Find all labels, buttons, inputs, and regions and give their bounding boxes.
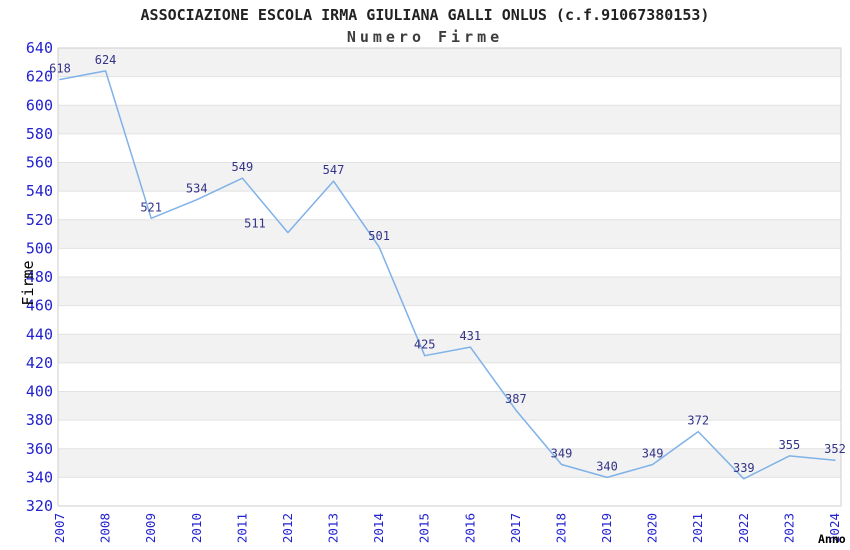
y-tick-label: 600 bbox=[26, 96, 53, 114]
x-tick-label: 2022 bbox=[736, 513, 751, 543]
x-tick-label: 2016 bbox=[462, 513, 477, 543]
x-tick-label: 2014 bbox=[371, 513, 386, 543]
y-tick-label: 520 bbox=[26, 211, 53, 229]
y-tick-label: 500 bbox=[26, 239, 53, 257]
data-line bbox=[59, 70, 836, 480]
y-tick-label: 580 bbox=[26, 125, 53, 143]
y-tick-label: 620 bbox=[26, 68, 53, 86]
x-tick-label: 2011 bbox=[234, 513, 249, 543]
x-tick-label: 2008 bbox=[98, 513, 113, 543]
data-label: 355 bbox=[779, 438, 801, 452]
x-tick-label: 2021 bbox=[690, 513, 705, 543]
data-label: 372 bbox=[687, 414, 709, 428]
data-label: 425 bbox=[414, 338, 436, 352]
chart-subtitle: Numero Firme bbox=[346, 28, 504, 46]
y-tick-label: 400 bbox=[26, 383, 53, 401]
band-row bbox=[58, 162, 841, 192]
data-label: 624 bbox=[95, 53, 117, 67]
x-tick-label: 2024 bbox=[827, 513, 842, 543]
x-tick-label: 2018 bbox=[553, 513, 568, 543]
data-label: 339 bbox=[733, 461, 755, 475]
x-tick-label: 2009 bbox=[143, 513, 158, 543]
data-label: 511 bbox=[244, 217, 266, 231]
chart-title: ASSOCIAZIONE ESCOLA IRMA GIULIANA GALLI … bbox=[140, 6, 710, 24]
data-label: 521 bbox=[140, 200, 162, 214]
y-tick-label: 360 bbox=[26, 440, 53, 458]
data-label: 352 bbox=[824, 442, 846, 456]
y-axis-title: Firme bbox=[19, 260, 37, 305]
band-row bbox=[58, 48, 841, 77]
x-tick-label: 2020 bbox=[645, 513, 660, 543]
band-row bbox=[58, 277, 841, 306]
band-row bbox=[58, 448, 841, 478]
data-label: 340 bbox=[596, 459, 618, 473]
y-tick-label: 440 bbox=[26, 325, 53, 343]
data-label: 387 bbox=[505, 392, 527, 406]
x-tick-label: 2013 bbox=[326, 513, 341, 543]
x-tick-label: 2023 bbox=[781, 513, 796, 543]
y-tick-label: 540 bbox=[26, 182, 53, 200]
x-tick-label: 2012 bbox=[280, 513, 295, 543]
band-row bbox=[58, 334, 841, 363]
x-tick-label: 2019 bbox=[599, 513, 614, 543]
x-axis-title: Anno bbox=[818, 532, 846, 546]
data-label: 431 bbox=[459, 329, 481, 343]
band-row bbox=[58, 219, 841, 249]
y-tick-label: 480 bbox=[26, 268, 53, 286]
plot-border bbox=[57, 47, 842, 507]
band-row bbox=[58, 391, 841, 421]
y-tick-label: 420 bbox=[26, 354, 53, 372]
y-tick-label: 460 bbox=[26, 297, 53, 315]
x-tick-label: 2017 bbox=[508, 513, 523, 543]
band-row bbox=[58, 105, 841, 134]
y-tick-label: 560 bbox=[26, 154, 53, 172]
x-tick-label: 2010 bbox=[189, 513, 204, 543]
data-label: 549 bbox=[232, 160, 254, 174]
x-tick-label: 2015 bbox=[417, 513, 432, 543]
data-label: 501 bbox=[368, 229, 390, 243]
data-label: 349 bbox=[551, 446, 573, 460]
data-label: 618 bbox=[49, 61, 71, 75]
y-tick-label: 640 bbox=[26, 39, 53, 57]
data-label: 349 bbox=[642, 446, 664, 460]
y-tick-label: 320 bbox=[26, 497, 53, 515]
data-label: 547 bbox=[323, 163, 345, 177]
x-tick-label: 2007 bbox=[52, 513, 67, 543]
y-tick-label: 340 bbox=[26, 468, 53, 486]
y-tick-label: 380 bbox=[26, 411, 53, 429]
data-label: 534 bbox=[186, 182, 208, 196]
